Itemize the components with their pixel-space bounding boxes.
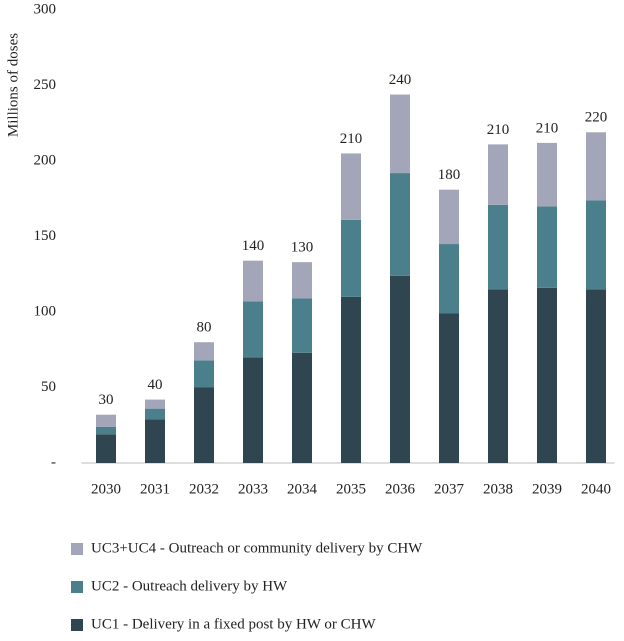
y-tick-label: 50	[41, 379, 56, 395]
total-label: 220	[585, 110, 608, 126]
total-label: 210	[340, 131, 363, 147]
bar-segment	[292, 298, 312, 353]
total-label: 140	[242, 238, 265, 254]
bar-segment	[390, 94, 410, 174]
total-label: 40	[148, 377, 163, 393]
x-tick-label: 2036	[385, 481, 416, 497]
legend-swatch	[71, 619, 83, 631]
bar-segment	[439, 244, 459, 314]
x-tick-label: 2035	[336, 481, 366, 497]
bar-segment	[96, 426, 116, 435]
bar-segment	[341, 219, 361, 297]
bar-segment	[145, 419, 165, 463]
bar-segment	[586, 289, 606, 463]
y-tick-label: 300	[34, 1, 57, 17]
total-label: 210	[536, 120, 559, 136]
legend-swatch	[71, 543, 83, 555]
y-tick-label: 250	[34, 77, 57, 93]
legend-label: UC2 - Outreach delivery by HW	[91, 578, 288, 594]
bar-segment	[537, 206, 557, 288]
x-tick-label: 2033	[238, 481, 268, 497]
bar-segment	[194, 360, 214, 388]
bar-segment	[243, 357, 263, 463]
x-tick-label: 2039	[532, 481, 562, 497]
bar-segment	[488, 144, 508, 205]
bar-segment	[145, 408, 165, 420]
bar-segment	[537, 287, 557, 463]
bar-segment	[243, 260, 263, 302]
x-tick-label: 2032	[189, 481, 219, 497]
x-tick-label: 2034	[287, 481, 318, 497]
bar-segment	[537, 142, 557, 207]
bar-segment	[292, 262, 312, 299]
bar-segment	[586, 132, 606, 201]
x-tick-label: 2031	[140, 481, 170, 497]
bar-segment	[292, 352, 312, 463]
bar-segment	[194, 342, 214, 361]
bar-segment	[488, 204, 508, 290]
total-label: 240	[389, 72, 412, 88]
bar-segment	[586, 200, 606, 290]
x-tick-label: 2040	[581, 481, 611, 497]
bar-segment	[390, 275, 410, 463]
total-label: 80	[197, 320, 212, 336]
bar-segment	[341, 153, 361, 220]
bar-segment	[488, 289, 508, 463]
y-tick-label: 150	[34, 228, 57, 244]
bar-segment	[243, 301, 263, 358]
x-tick-label: 2038	[483, 481, 513, 497]
y-tick-label: 200	[34, 152, 57, 168]
bar-segment	[439, 313, 459, 463]
bar-segment	[390, 173, 410, 276]
y-tick-label: -	[51, 454, 56, 470]
bar-segment	[96, 414, 116, 427]
bar-segment	[96, 434, 116, 463]
total-label: 180	[438, 167, 461, 183]
legend-label: UC1 - Delivery in a fixed post by HW or …	[91, 616, 377, 632]
x-tick-label: 2037	[434, 481, 465, 497]
total-label: 130	[291, 240, 314, 256]
bar-segment	[341, 296, 361, 463]
y-axis-label: Millions of doses	[5, 33, 21, 137]
x-tick-label: 2030	[91, 481, 121, 497]
y-tick-label: 100	[34, 303, 57, 319]
legend-swatch	[71, 581, 83, 593]
bar-segment	[194, 387, 214, 463]
bar-segment	[145, 399, 165, 409]
total-label: 30	[99, 392, 114, 408]
total-label: 210	[487, 122, 510, 138]
legend-label: UC3+UC4 - Outreach or community delivery…	[91, 540, 423, 556]
bar-segment	[439, 189, 459, 245]
